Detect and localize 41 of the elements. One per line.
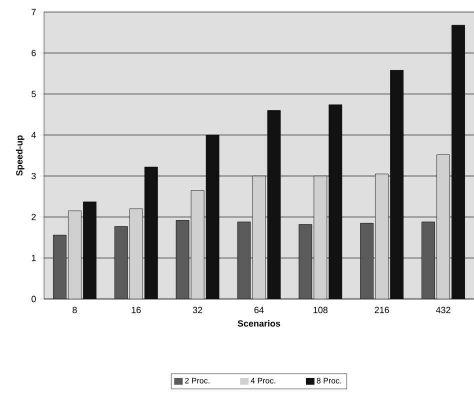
bar — [252, 176, 266, 299]
y-tick-label: 5 — [32, 90, 36, 98]
bar — [268, 110, 280, 299]
legend-label: 8 Proc. — [316, 378, 342, 384]
bar — [390, 70, 404, 299]
bar — [237, 222, 250, 299]
bar — [176, 220, 190, 299]
x-tick-label: 108 — [314, 306, 328, 314]
bar — [298, 224, 312, 299]
bar — [375, 174, 388, 299]
x-tick-label: 32 — [192, 306, 202, 314]
y-tick-label: 7 — [32, 8, 36, 16]
bar — [314, 176, 327, 299]
bar — [191, 190, 204, 299]
bar — [360, 223, 374, 299]
bar — [144, 166, 158, 299]
bar — [206, 135, 220, 299]
x-tick-label: 216 — [374, 306, 389, 314]
bar — [452, 24, 465, 299]
x-axis-title: Scenarios — [238, 320, 280, 327]
y-tick-label: 0 — [32, 296, 36, 302]
x-tick-label: 8 — [72, 306, 77, 314]
bar — [53, 235, 66, 299]
legend-label: 2 Proc. — [185, 378, 210, 384]
y-axis-title: Speed-up — [16, 135, 24, 176]
y-tick-label: 3 — [32, 172, 36, 180]
legend-label: 4 Proc. — [250, 378, 276, 384]
bar — [328, 104, 342, 299]
y-tick-label: 6 — [32, 50, 36, 56]
x-tick-label: 432 — [436, 306, 450, 314]
bar — [114, 226, 128, 299]
bar — [130, 208, 143, 299]
bar — [68, 210, 82, 299]
y-tick-label: 1 — [32, 254, 36, 262]
x-tick-label: 64 — [254, 306, 264, 314]
y-tick-label: 4 — [31, 132, 36, 138]
x-tick-label: 16 — [132, 306, 141, 314]
bar — [436, 154, 450, 299]
bar — [83, 202, 96, 299]
y-tick-label: 2 — [32, 214, 36, 220]
bar — [422, 222, 435, 299]
